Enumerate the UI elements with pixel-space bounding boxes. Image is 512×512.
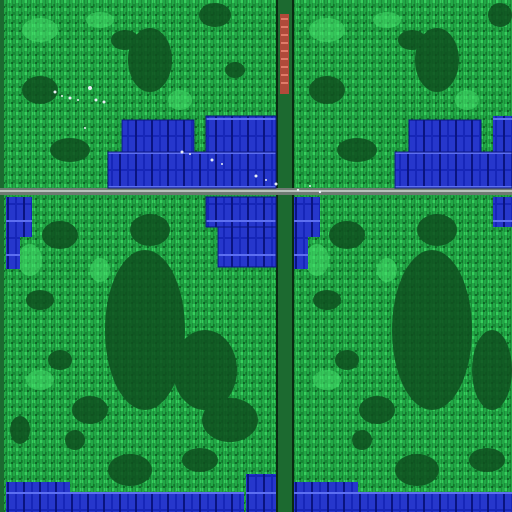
sram-blocks-left bbox=[6, 116, 276, 512]
vertical-bus-edge-left bbox=[276, 0, 278, 512]
bright-logic-regions bbox=[18, 12, 479, 390]
vertical-bus-channel bbox=[276, 0, 294, 512]
surface-particles bbox=[53, 86, 322, 194]
pad-strip bbox=[280, 14, 289, 94]
horizontal-bus-highlight bbox=[0, 190, 512, 192]
dark-logic-regions-right bbox=[309, 3, 512, 486]
vertical-bus-edge-right bbox=[292, 0, 294, 512]
left-edge-bus bbox=[0, 0, 4, 512]
sram-blocks-right bbox=[294, 116, 512, 512]
dark-logic-regions bbox=[10, 3, 258, 486]
sram-outlines bbox=[107, 115, 512, 268]
pad-strip-ticks bbox=[281, 18, 288, 84]
